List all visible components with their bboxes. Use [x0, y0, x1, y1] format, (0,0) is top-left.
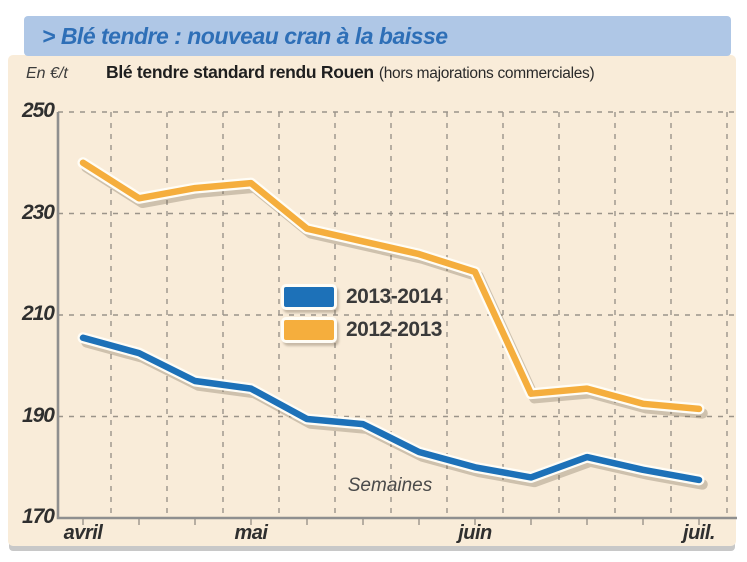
legend-label: 2012-2013: [346, 318, 442, 341]
gridlines: [58, 111, 737, 518]
legend-swatch-orange: [281, 317, 337, 343]
y-tick-label: 250: [21, 99, 55, 122]
legend: 2013-2014 2012-2013: [281, 284, 442, 343]
y-axis-unit-label: En €/t: [26, 65, 68, 82]
month-label-juin: juin: [458, 522, 492, 544]
x-axis-title: Semaines: [347, 475, 433, 496]
legend-label: 2013-2014: [346, 285, 442, 308]
y-tick-label: 190: [21, 403, 55, 427]
axis-lines: [56, 112, 737, 520]
month-label-mai: mai: [234, 522, 268, 544]
legend-item-2013-2014: 2013-2014: [281, 284, 442, 310]
chart-title: Blé tendre standard rendu Rouen: [106, 62, 374, 82]
series-2012-2013: [77, 157, 708, 419]
series-line: [79, 159, 703, 413]
x-axis-ticks: [82, 519, 700, 525]
title-band: > Blé tendre : nouveau cran à la baisse: [24, 16, 731, 56]
y-tick-label: 230: [21, 200, 55, 224]
y-tick-label: 210: [21, 302, 55, 325]
page-title: > Blé tendre : nouveau cran à la baisse: [42, 22, 448, 49]
y-tick-label: 170: [21, 505, 55, 528]
chart-subtitle: (hors majorations commerciales): [378, 65, 595, 82]
legend-item-2012-2013: 2012-2013: [281, 317, 442, 343]
chart-header: En €/t Blé tendre standard rendu Rouen (…: [8, 62, 736, 83]
month-label-avril: avril: [63, 522, 103, 544]
month-label-juil: juil.: [683, 522, 715, 544]
series-line: [79, 334, 703, 484]
legend-swatch-blue: [281, 284, 337, 310]
series-2013-2014: [77, 332, 708, 490]
